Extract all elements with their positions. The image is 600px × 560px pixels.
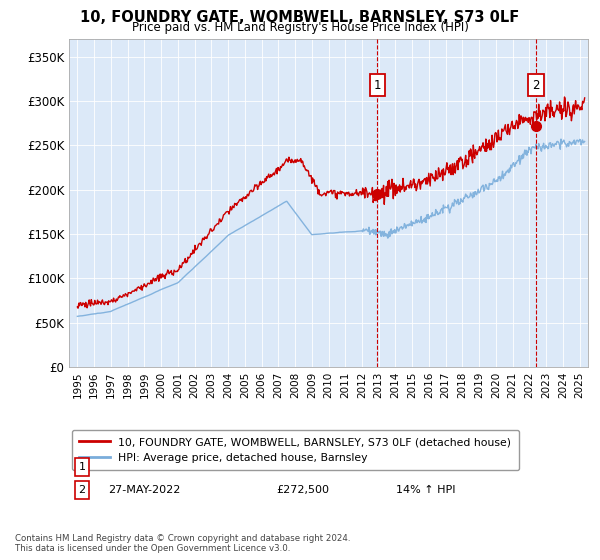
Text: 1: 1 [374,78,381,92]
Text: £194,950: £194,950 [277,461,329,472]
Text: 10, FOUNDRY GATE, WOMBWELL, BARNSLEY, S73 0LF: 10, FOUNDRY GATE, WOMBWELL, BARNSLEY, S7… [80,10,520,25]
Text: Price paid vs. HM Land Registry's House Price Index (HPI): Price paid vs. HM Land Registry's House … [131,21,469,34]
Text: 2: 2 [79,484,86,494]
Text: 24% ↑ HPI: 24% ↑ HPI [396,461,455,472]
Text: 27-MAY-2022: 27-MAY-2022 [108,484,181,494]
Text: 07-DEC-2012: 07-DEC-2012 [108,461,182,472]
Text: £272,500: £272,500 [277,484,329,494]
Text: 1: 1 [79,461,85,472]
Legend: 10, FOUNDRY GATE, WOMBWELL, BARNSLEY, S73 0LF (detached house), HPI: Average pri: 10, FOUNDRY GATE, WOMBWELL, BARNSLEY, S7… [72,430,519,470]
Text: 2: 2 [532,78,540,92]
Text: 14% ↑ HPI: 14% ↑ HPI [396,484,455,494]
Text: Contains HM Land Registry data © Crown copyright and database right 2024.
This d: Contains HM Land Registry data © Crown c… [15,534,350,553]
